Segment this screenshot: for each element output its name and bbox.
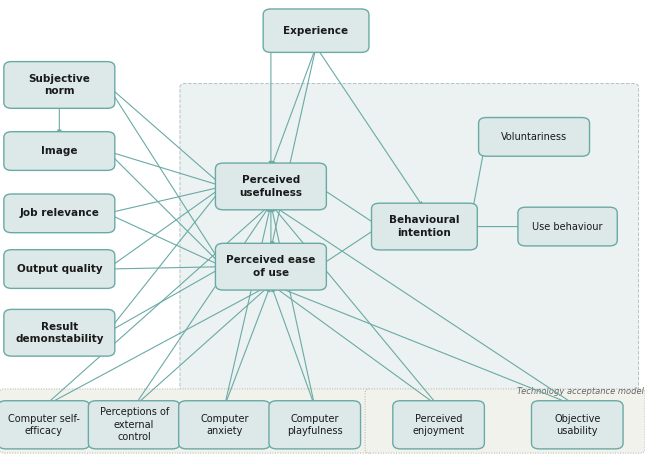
FancyBboxPatch shape bbox=[215, 244, 326, 290]
FancyBboxPatch shape bbox=[215, 163, 326, 210]
FancyBboxPatch shape bbox=[180, 84, 639, 403]
Text: Experience: Experience bbox=[284, 25, 348, 36]
Text: Subjective
norm: Subjective norm bbox=[28, 74, 90, 96]
Text: Perceived ease
of use: Perceived ease of use bbox=[226, 255, 315, 278]
Text: Technology acceptance model: Technology acceptance model bbox=[517, 387, 644, 396]
Text: Result
demonstability: Result demonstability bbox=[15, 321, 104, 344]
Text: Computer
anxiety: Computer anxiety bbox=[200, 413, 249, 436]
FancyBboxPatch shape bbox=[0, 401, 90, 449]
Text: Anchor: Anchor bbox=[256, 438, 286, 447]
Text: Perceived
enjoyment: Perceived enjoyment bbox=[412, 413, 465, 436]
FancyBboxPatch shape bbox=[88, 401, 180, 449]
Text: Voluntariness: Voluntariness bbox=[501, 132, 567, 142]
Text: Behavioural
intention: Behavioural intention bbox=[389, 215, 460, 238]
FancyBboxPatch shape bbox=[531, 401, 623, 449]
FancyBboxPatch shape bbox=[372, 203, 477, 250]
Text: Image: Image bbox=[41, 146, 77, 156]
FancyBboxPatch shape bbox=[269, 401, 361, 449]
Text: Computer self-
efficacy: Computer self- efficacy bbox=[8, 413, 80, 436]
FancyBboxPatch shape bbox=[479, 118, 590, 156]
Text: Use behaviour: Use behaviour bbox=[532, 221, 603, 232]
Text: Objective
usability: Objective usability bbox=[554, 413, 600, 436]
Text: Perceived
usefulness: Perceived usefulness bbox=[239, 175, 303, 198]
FancyBboxPatch shape bbox=[4, 310, 115, 356]
Text: Output quality: Output quality bbox=[17, 264, 102, 274]
FancyBboxPatch shape bbox=[179, 401, 270, 449]
Text: Adjustment: Adjustment bbox=[537, 438, 585, 447]
FancyBboxPatch shape bbox=[365, 389, 645, 453]
Text: Job relevance: Job relevance bbox=[19, 208, 99, 219]
FancyBboxPatch shape bbox=[4, 194, 115, 233]
Text: Computer
playfulness: Computer playfulness bbox=[287, 413, 342, 436]
FancyBboxPatch shape bbox=[4, 62, 115, 109]
FancyBboxPatch shape bbox=[4, 250, 115, 288]
FancyBboxPatch shape bbox=[518, 207, 617, 246]
FancyBboxPatch shape bbox=[4, 132, 115, 170]
FancyBboxPatch shape bbox=[263, 9, 369, 52]
FancyBboxPatch shape bbox=[393, 401, 484, 449]
Text: Perceptions of
external
control: Perceptions of external control bbox=[99, 407, 169, 442]
FancyBboxPatch shape bbox=[0, 389, 373, 453]
